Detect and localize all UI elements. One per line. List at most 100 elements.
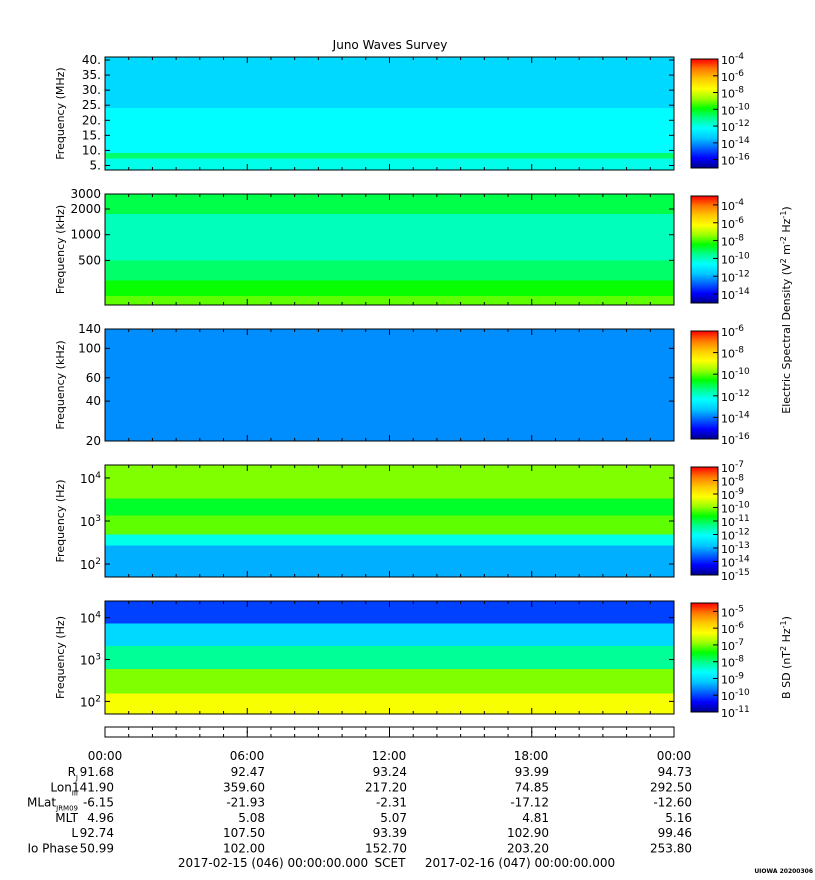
y-tick-label: 25. (82, 98, 101, 112)
ephemeris-value: 203.20 (507, 842, 549, 856)
colorbar-tick-label: 10-6 (721, 69, 744, 84)
time-tick-label: 12:00 (372, 749, 407, 763)
colorbar-tick-label: 10-10 (721, 501, 750, 516)
ephemeris-row: L 92.74 107.50 93.39 102.90 99.46 (71, 826, 692, 840)
y-tick-label: 103 (80, 514, 101, 529)
y-tick-label: 104 (80, 471, 101, 486)
y-tick-label: 60 (86, 371, 101, 385)
ephemeris-value: 102.90 (507, 826, 549, 840)
colorbar-label: B SD (nT2 Hz-1) (779, 616, 794, 699)
ephemeris-row-label: LonIII (50, 780, 78, 797)
colorbar-tick-label: 10-4 (721, 198, 744, 213)
colorbar (690, 466, 719, 576)
colorbar-tick-label: 10-8 (721, 655, 744, 670)
ephemeris-value: 217.20 (365, 780, 407, 794)
colorbar-tick-label: 10-13 (721, 541, 750, 556)
ephemeris-value: 107.50 (223, 826, 265, 840)
colorbar-tick-label: 10-16 (721, 153, 750, 168)
colorbar-tick-label: 10-9 (721, 487, 744, 502)
time-tick-label: 00:00 (657, 749, 692, 763)
ephemeris-value: 74.85 (515, 780, 549, 794)
spectrogram-panel-3: 140 100 60 40 20 Frequency (kHz) 10-6 10-8 10-10… (54, 322, 750, 448)
y-axis-label: Frequency (kHz) (54, 340, 67, 429)
colorbar-tick-label: 10-12 (721, 119, 750, 134)
ephemeris-value: 359.60 (223, 780, 265, 794)
spectrogram-image (105, 601, 674, 714)
colorbar-tick-label: 10-16 (721, 432, 750, 447)
ephemeris-value: -21.93 (226, 796, 265, 810)
y-tick-label: 10. (82, 143, 101, 157)
y-tick-label: 40. (82, 53, 101, 67)
ephemeris-row: RJ 91.68 92.47 93.24 93.99 94.73 (68, 765, 692, 782)
y-tick-label: 20 (86, 434, 101, 448)
ephemeris-value: 94.73 (658, 765, 692, 779)
y-tick-label: 102 (80, 694, 101, 709)
y-tick-label: 35. (82, 68, 101, 82)
colorbar-tick-label: 10-9 (721, 671, 744, 686)
y-tick-label: 2000 (70, 202, 101, 216)
colorbar-tick-label: 10-12 (721, 528, 750, 543)
spectrogram-panels: 40.35.30.25.20.15.10.5. Frequency (MHz) 10… (54, 52, 793, 720)
figure-title: Juno Waves Survey (332, 38, 448, 52)
ephemeris-value: 92.74 (80, 826, 114, 840)
colorbar-tick-label: 10-8 (721, 234, 744, 249)
y-tick-label: 102 (80, 557, 101, 572)
ephemeris-value: 102.00 (223, 842, 265, 856)
colorbar (690, 195, 719, 304)
ephemeris-row: Io Phase 50.99 102.00 152.70 203.20 253.80 (27, 842, 692, 856)
y-axis-label: Frequency (MHz) (54, 67, 67, 159)
footer-stamp: UIOWA 20200306 (754, 868, 813, 875)
ephemeris-value: 5.08 (238, 811, 265, 825)
ephemeris-value: 99.46 (658, 826, 692, 840)
colorbar-tick-label: 10-12 (721, 269, 750, 284)
ephemeris-value: 4.96 (87, 811, 114, 825)
ephemeris-row: MLatJRM09 -6.15 -21.93 -2.31 -17.12 -12.60 (27, 796, 692, 813)
colorbar-tick-label: 10-7 (721, 460, 744, 475)
ephemeris-value: 91.68 (80, 765, 114, 779)
colorbar-tick-label: 10-11 (721, 705, 750, 720)
y-axis-label: Frequency (kHz) (54, 205, 67, 294)
ephemeris-value: 253.80 (650, 842, 692, 856)
colorbar-tick-label: 10-14 (721, 555, 750, 570)
ephemeris-value: 5.16 (665, 811, 692, 825)
colorbar-tick-label: 10-8 (721, 346, 744, 361)
colorbar-tick-label: 10-14 (721, 287, 750, 302)
colorbar-tick-label: 10-14 (721, 136, 750, 151)
ephemeris-value: 292.50 (650, 780, 692, 794)
y-tick-label: 100 (78, 341, 101, 355)
ephemeris-value: 4.81 (522, 811, 549, 825)
spectrogram-panel-4: 104 103 102 Frequency (Hz) 10-710-810-910-10… (54, 460, 750, 583)
ephemeris-value: 141.90 (72, 780, 114, 794)
ephemeris-value: 92.47 (231, 765, 265, 779)
ephemeris-row: MLT 4.96 5.08 5.07 4.81 5.16 (55, 811, 692, 825)
y-axis-label: Frequency (Hz) (54, 616, 67, 699)
y-tick-label: 103 (80, 653, 101, 668)
ephemeris-row-label: MLT (55, 811, 78, 825)
ephemeris-row-label: RJ (68, 765, 78, 782)
y-tick-label: 30. (82, 83, 101, 97)
footer: 2017-02-15 (046) 00:00:00.000 SCET 2017-… (178, 856, 813, 875)
y-tick-label: 40 (86, 394, 101, 408)
ephemeris-row-label: L (71, 826, 78, 840)
y-tick-label: 20. (82, 113, 101, 127)
y-tick-label: 104 (80, 611, 101, 626)
colorbar-tick-label: 10-15 (721, 568, 750, 583)
spectrogram-image (105, 194, 674, 305)
spectrogram-panel-1: 40.35.30.25.20.15.10.5. Frequency (MHz) 10… (54, 52, 750, 172)
footer-end-time: 2017-02-16 (047) 00:00:00.000 (425, 856, 615, 870)
colorbar-tick-label: 10-10 (721, 688, 750, 703)
colorbar-tick-label: 10-10 (721, 367, 750, 382)
colorbar-label: Electric Spectral Density (V2 m-2 Hz-1) (779, 206, 794, 413)
ephemeris-value: 50.99 (80, 842, 114, 856)
colorbar (690, 602, 719, 713)
time-tick-label: 06:00 (230, 749, 265, 763)
colorbar-tick-label: 10-12 (721, 389, 750, 404)
colorbar-tick-label: 10-10 (721, 251, 750, 266)
y-tick-label: 140 (78, 322, 101, 336)
ephemeris-value: -6.15 (83, 796, 114, 810)
colorbar-tick-label: 10-7 (721, 638, 744, 653)
spectrogram-image (105, 57, 674, 170)
